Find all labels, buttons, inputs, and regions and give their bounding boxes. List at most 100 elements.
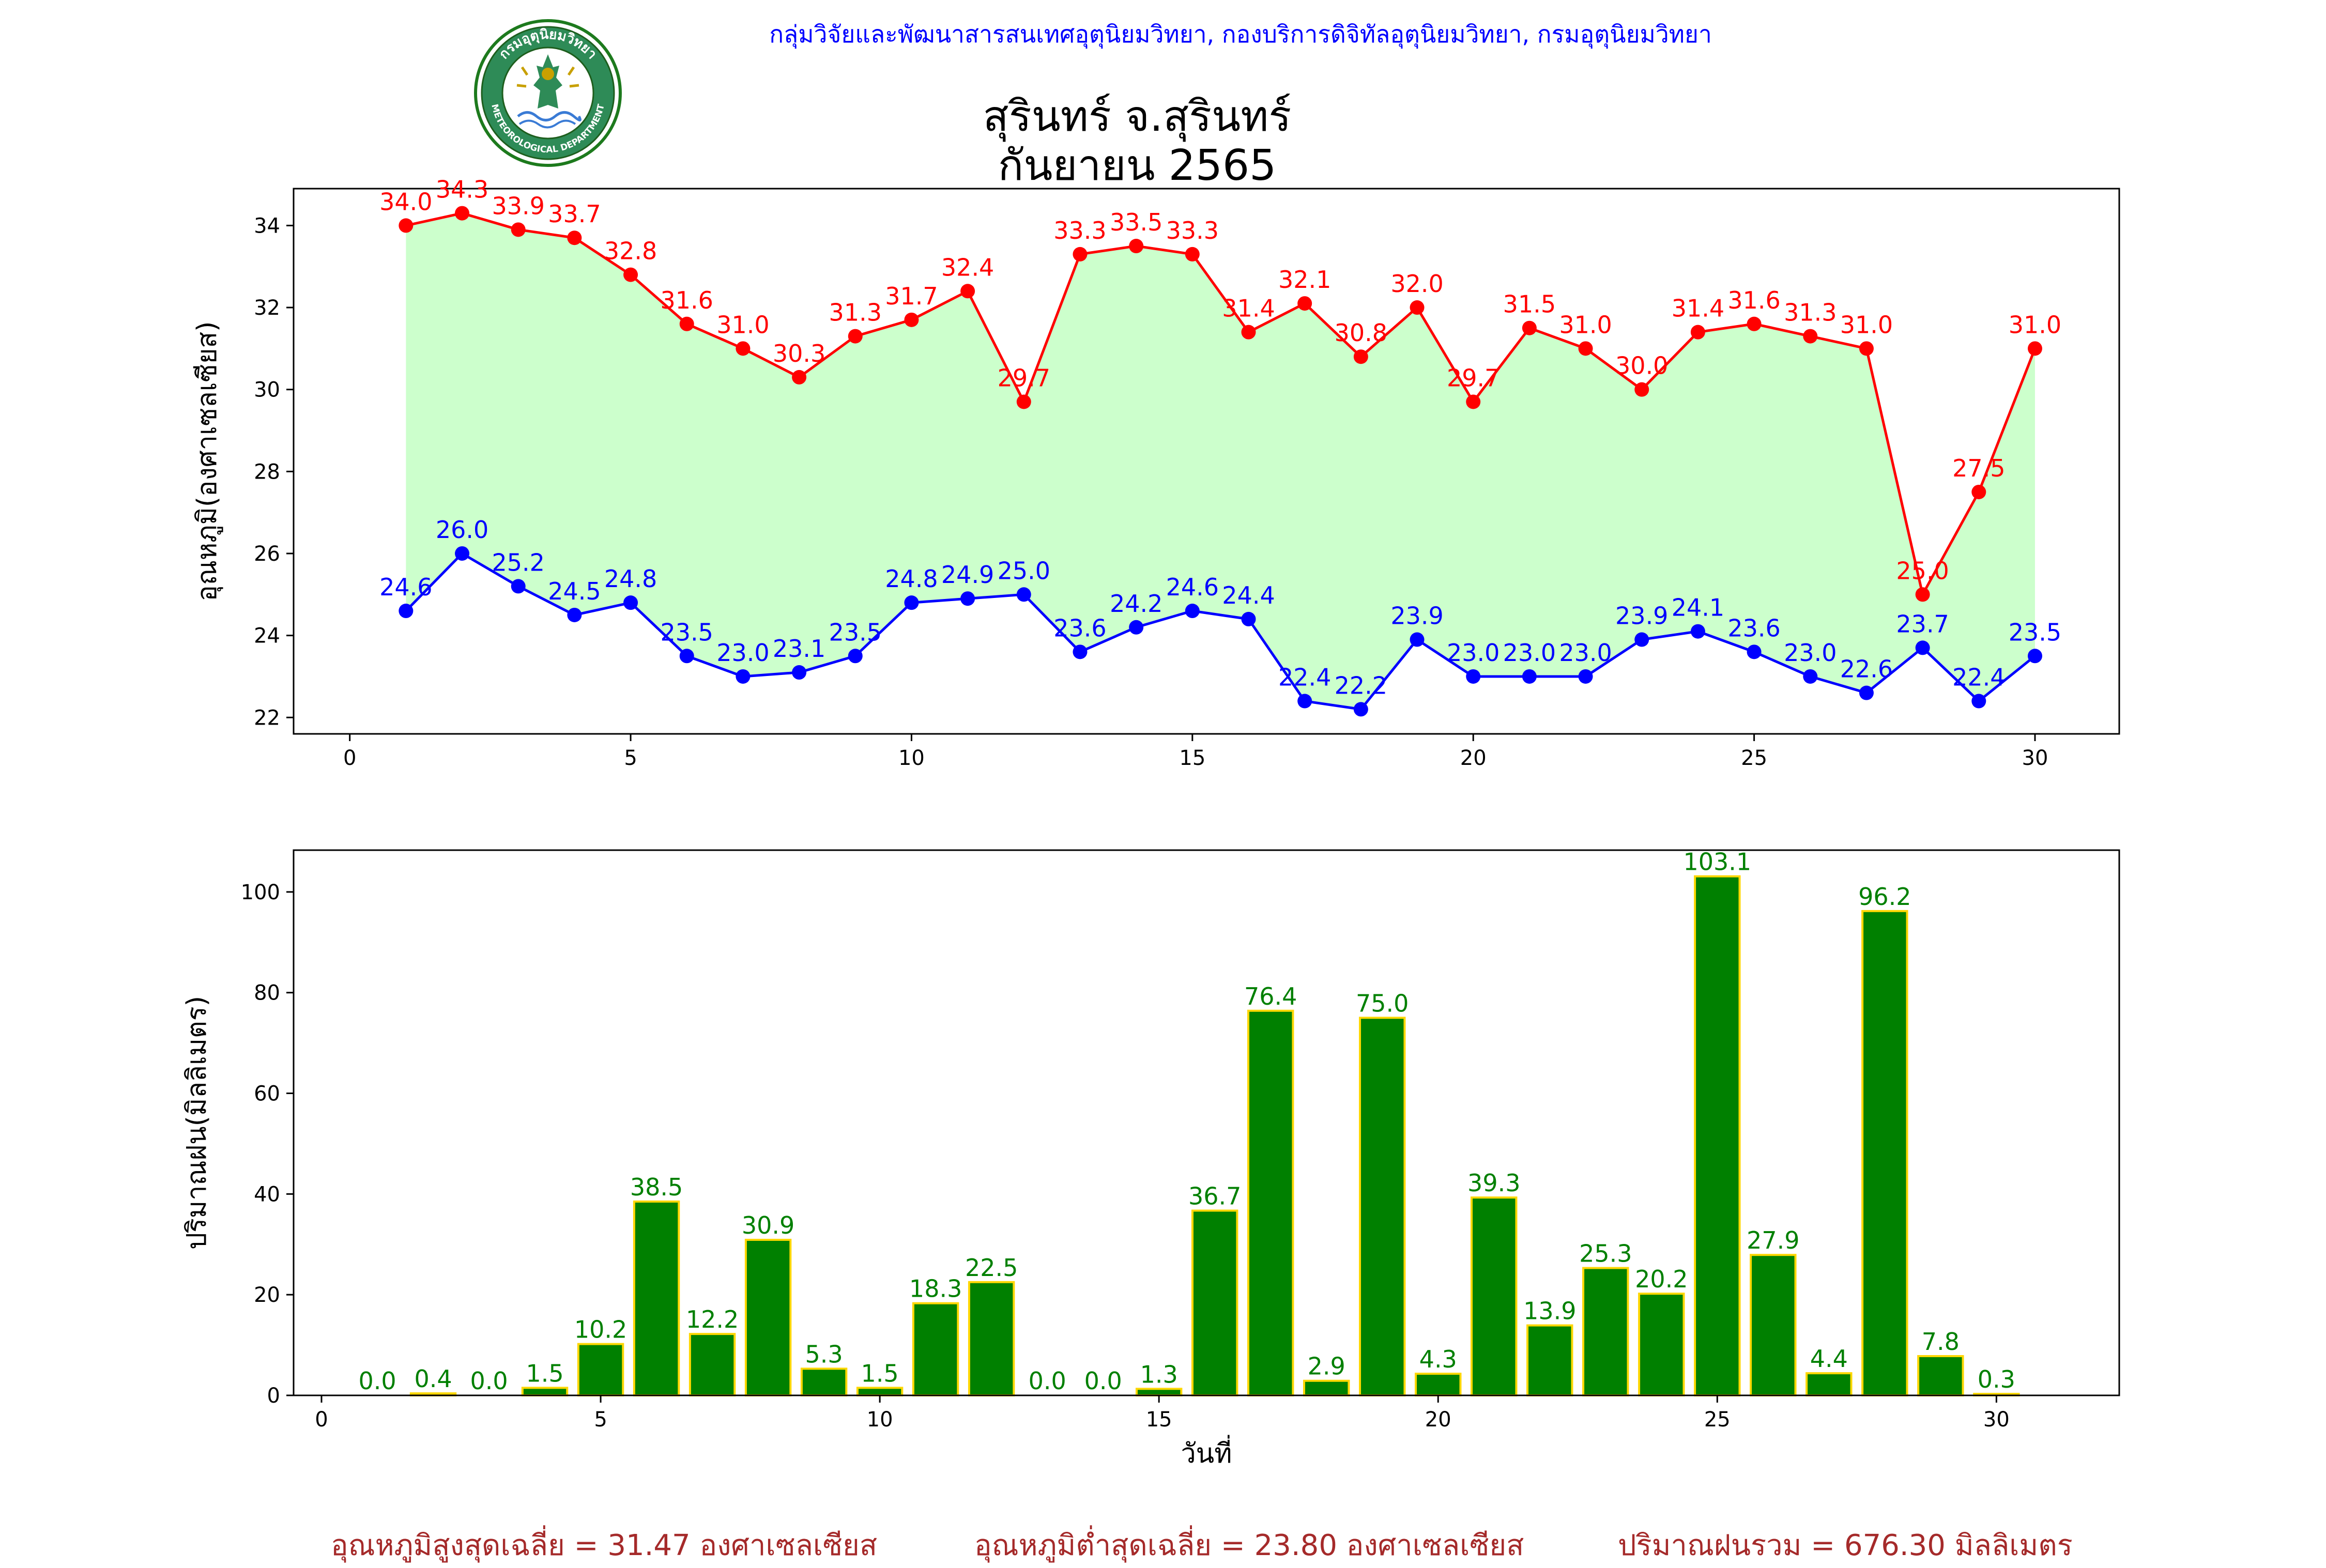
rainfall-bar <box>912 1302 959 1397</box>
rainfall-bar <box>1917 1355 1964 1396</box>
rainfall-value-label: 10.2 <box>574 1316 627 1344</box>
meteorological-department-logo: กรมอุตุนิยมวิทยา METEOROLOGICAL DEPARTME… <box>474 19 622 167</box>
min-temp-point <box>1129 620 1144 635</box>
rain-y-tick-label: 80 <box>254 981 280 1005</box>
rainfall-value-label: 0.0 <box>358 1367 396 1395</box>
max-temp-value-label: 31.3 <box>829 299 882 327</box>
min-temp-value-label: 23.0 <box>1447 639 1499 667</box>
max-temp-value-label: 33.7 <box>548 200 601 228</box>
rainfall-value-label: 0.0 <box>1084 1367 1122 1395</box>
min-temp-point <box>1016 587 1031 602</box>
rainfall-value-label: 20.2 <box>1635 1265 1688 1293</box>
max-temp-point <box>399 218 414 233</box>
rainfall-value-label: 12.2 <box>686 1305 739 1333</box>
rain-plot-frame <box>293 849 2120 1396</box>
rainfall-bar <box>1247 1009 1294 1396</box>
min-temp-value-label: 24.1 <box>1672 594 1724 622</box>
max-temp-value-label: 32.8 <box>604 237 657 265</box>
max-temp-value-label: 33.3 <box>1053 217 1106 244</box>
temp-y-tick-label: 24 <box>254 624 280 648</box>
min-temp-value-label: 22.2 <box>1335 671 1387 699</box>
temperature-line-chart: 0 5 10 15 20 25 30 22 24 26 28 30 32 34 อุณหภูมิ(องศาเ… <box>192 176 2120 770</box>
rain-x-tick-label: 5 <box>594 1408 607 1432</box>
max-temp-value-label: 31.4 <box>1222 295 1275 322</box>
min-temp-point <box>1747 644 1762 659</box>
min-temp-value-label: 24.6 <box>1166 573 1219 601</box>
rainfall-bar <box>1526 1324 1573 1397</box>
min-temp-value-label: 25.0 <box>998 557 1050 585</box>
min-temp-value-label: 25.2 <box>492 548 544 576</box>
min-temp-point <box>1634 632 1649 647</box>
max-temp-value-label: 25.0 <box>1896 557 1949 585</box>
min-temp-value-label: 23.9 <box>1615 602 1668 630</box>
footer-average-max-temp: อุณหภูมิสูงสุดเฉลี่ย = 31.47 องศาเซลเซีย… <box>331 1529 878 1562</box>
min-temp-value-label: 23.5 <box>661 618 713 646</box>
max-temp-point <box>511 222 526 237</box>
rainfall-value-label: 38.5 <box>630 1173 683 1201</box>
max-temp-value-label: 31.6 <box>661 286 713 314</box>
min-temp-value-label: 22.6 <box>1840 655 1893 683</box>
rainfall-bar <box>1861 910 1908 1397</box>
rainfall-value-label: 96.2 <box>1858 883 1911 911</box>
temp-x-tick-label: 25 <box>1741 746 1767 770</box>
rainfall-bar <box>744 1238 792 1396</box>
min-temp-point <box>1353 702 1368 717</box>
rainfall-bar <box>521 1387 569 1397</box>
min-temp-point <box>1915 640 1930 655</box>
rainfall-bar <box>856 1387 904 1397</box>
min-temp-point <box>1859 685 1874 700</box>
min-temp-point <box>1466 669 1481 684</box>
agency-header: กลุ่มวิจัยและพัฒนาสารสนเทศอุตุนิยมวิทยา,… <box>769 20 1712 48</box>
min-temp-point <box>1522 669 1537 684</box>
max-temp-value-label: 31.6 <box>1727 286 1780 314</box>
max-temp-point <box>1073 247 1088 262</box>
max-temp-point <box>1129 239 1144 254</box>
temp-plot-frame <box>293 188 2120 735</box>
rainfall-value-label: 36.7 <box>1188 1182 1241 1210</box>
max-temp-value-label: 33.9 <box>492 192 544 220</box>
rainfall-value-label: 2.9 <box>1308 1352 1345 1380</box>
rainfall-value-label: 1.3 <box>1140 1360 1178 1388</box>
rainfall-bar <box>968 1281 1015 1397</box>
min-temp-value-label: 23.1 <box>773 635 825 663</box>
rainfall-value-label: 13.9 <box>1523 1297 1576 1325</box>
max-temp-point <box>455 206 470 221</box>
max-temp-point <box>904 312 919 327</box>
min-temp-point <box>679 649 694 664</box>
min-temp-point <box>904 595 919 610</box>
max-temp-value-label: 30.8 <box>1335 319 1387 347</box>
temp-y-tick-label: 30 <box>254 378 280 402</box>
rainfall-bar <box>1471 1196 1518 1396</box>
max-temp-point <box>2027 341 2042 356</box>
temperature-range-fill <box>406 213 2035 710</box>
max-temp-value-label: 29.7 <box>1447 364 1499 392</box>
temp-y-axis-label: อุณหภูมิ(องศาเซลเซียส) <box>192 321 223 602</box>
rainfall-value-label: 76.4 <box>1244 982 1297 1010</box>
min-temp-value-label: 23.7 <box>1896 610 1949 638</box>
rain-x-tick-label: 30 <box>1983 1408 2010 1432</box>
min-temp-value-label: 23.5 <box>2009 618 2061 646</box>
min-temp-value-label: 24.4 <box>1222 581 1275 609</box>
max-temp-point <box>1915 587 1930 602</box>
rain-x-tick-label: 15 <box>1146 1408 1172 1432</box>
max-temp-point <box>1241 325 1256 340</box>
temp-x-tick-label: 5 <box>624 746 637 770</box>
rainfall-value-label: 103.1 <box>1683 848 1751 876</box>
max-temp-value-label: 31.0 <box>1840 311 1893 339</box>
max-temp-line <box>405 212 2037 598</box>
temp-x-tick-label: 20 <box>1460 746 1487 770</box>
temp-x-tick-label: 15 <box>1179 746 1205 770</box>
min-temp-value-label: 23.5 <box>829 618 882 646</box>
min-temp-line <box>405 551 2036 711</box>
min-temp-point <box>455 546 470 561</box>
chart-title-station: สุรินทร์ จ.สุรินทร์ <box>983 92 1292 141</box>
min-temp-value-label: 24.8 <box>604 565 657 593</box>
rainfall-bar <box>633 1200 680 1397</box>
max-temp-value-label: 31.0 <box>716 311 769 339</box>
rain-y-axis-label: ปริมาณฝน(มิลลิเมตร) <box>181 996 212 1250</box>
max-temp-value-label: 31.0 <box>2009 311 2061 339</box>
min-temp-point <box>2027 649 2042 664</box>
min-temp-point <box>1297 694 1312 709</box>
min-temp-value-label: 23.0 <box>1503 639 1556 667</box>
rain-x-tick-label: 25 <box>1704 1408 1731 1432</box>
